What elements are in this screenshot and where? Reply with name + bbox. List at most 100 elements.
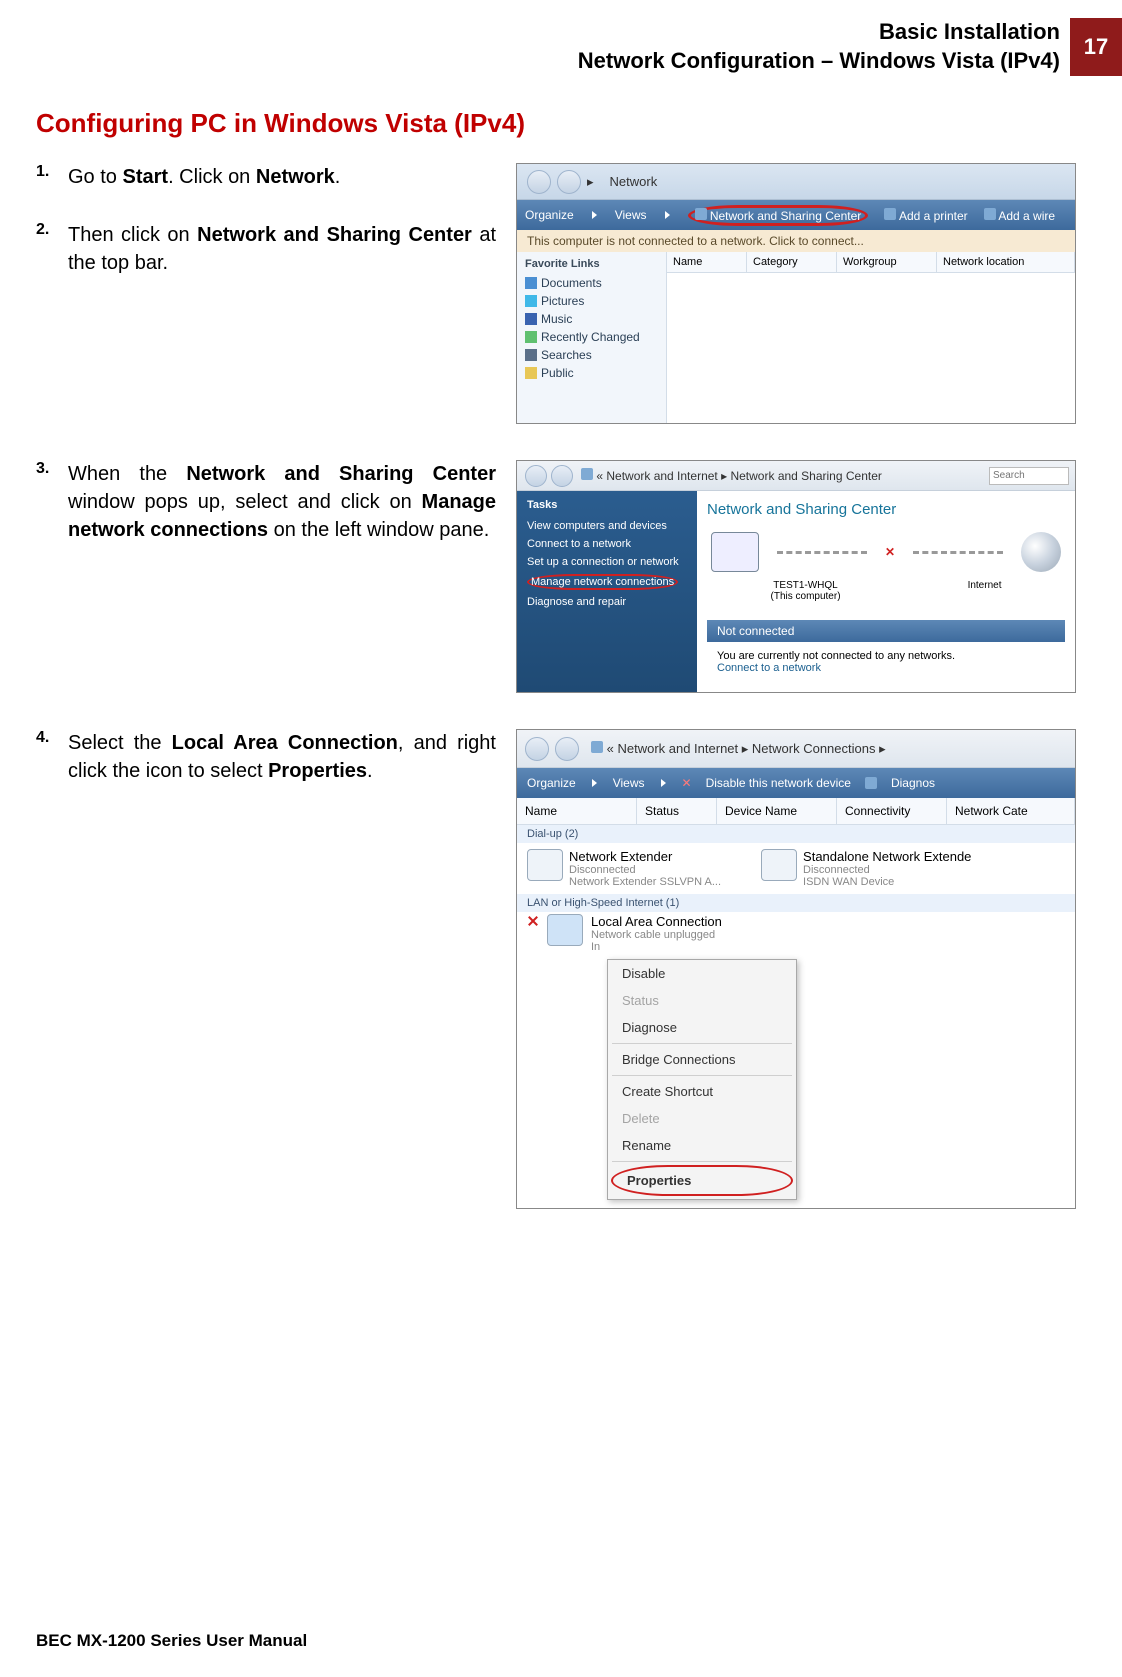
connection-icon (761, 849, 797, 881)
task-connect[interactable]: Connect to a network (527, 535, 687, 553)
titlebar: « Network and Internet ▸ Network and Sha… (517, 461, 1075, 491)
group-lan: LAN or High-Speed Internet (1) (517, 894, 1075, 912)
sidebar-item[interactable]: Pictures (525, 292, 658, 310)
bc-cur[interactable]: Network and Sharing Center (730, 469, 881, 483)
search-input[interactable] (989, 467, 1069, 485)
cp-icon (591, 741, 603, 753)
step2-text: Then click on Network and Sharing Center… (68, 221, 496, 277)
connection-icon (527, 849, 563, 881)
sidebar-item-label: Public (541, 366, 574, 380)
folder-icon (525, 367, 537, 379)
back-icon[interactable] (527, 170, 551, 194)
network-sharing-center-button[interactable]: Network and Sharing Center (710, 209, 861, 223)
menu-disable[interactable]: Disable (608, 960, 796, 987)
col-name[interactable]: Name (667, 252, 747, 272)
add-printer-button[interactable]: Add a printer (899, 209, 968, 223)
s4-b2: Properties (268, 760, 367, 782)
step1-text: Go to Start. Click on Network. (68, 163, 496, 191)
sidebar-item[interactable]: Music (525, 310, 658, 328)
conn1-name[interactable]: Network Extender (569, 849, 721, 864)
connection-line (913, 551, 1003, 554)
menu-shortcut[interactable]: Create Shortcut (608, 1078, 796, 1105)
back-icon[interactable] (525, 737, 549, 761)
menu-bridge[interactable]: Bridge Connections (608, 1046, 796, 1073)
sidebar-item[interactable]: Public (525, 364, 658, 382)
conn1-status: Disconnected (569, 864, 721, 876)
connect-link[interactable]: Connect to a network (717, 662, 1055, 674)
folder-icon (525, 295, 537, 307)
header-line2: Network Configuration – Windows Vista (I… (578, 47, 1060, 76)
col-device[interactable]: Device Name (717, 798, 837, 824)
bc-pre[interactable]: « Network and Internet (607, 741, 739, 756)
back-icon[interactable] (525, 465, 547, 487)
forward-icon[interactable] (555, 737, 579, 761)
forward-icon[interactable] (551, 465, 573, 487)
cp-icon (581, 468, 593, 480)
s1-b1: Start (122, 166, 168, 188)
titlebar: ▸ Network (517, 164, 1075, 200)
main-panel: Network and Sharing Center ✕ (697, 491, 1075, 692)
s2-pre: Then click on (68, 224, 197, 246)
forward-icon[interactable] (557, 170, 581, 194)
add-wire-button[interactable]: Add a wire (998, 209, 1055, 223)
info-bar[interactable]: This computer is not connected to a netw… (517, 230, 1075, 252)
conn2-name[interactable]: Standalone Network Extende (803, 849, 971, 864)
task-manage-connections[interactable]: Manage network connections (527, 574, 678, 590)
views-button[interactable]: Views (613, 776, 645, 790)
folder-icon (525, 349, 537, 361)
menu-diagnose[interactable]: Diagnose (608, 1014, 796, 1041)
step1-num: 1. (36, 163, 68, 191)
menu-rename[interactable]: Rename (608, 1132, 796, 1159)
s1-pre: Go to (68, 166, 122, 188)
breadcrumb[interactable]: Network (610, 174, 658, 189)
node2-label: Internet (968, 580, 1002, 602)
step4-text: Select the Local Area Connection, and ri… (68, 729, 496, 1209)
status-text: You are currently not connected to any n… (717, 650, 1055, 662)
col-connectivity[interactable]: Connectivity (837, 798, 947, 824)
toolbar: Organize Views Network and Sharing Cente… (517, 200, 1075, 230)
col-netloc[interactable]: Network location (937, 252, 1075, 272)
column-headers: Name Category Workgroup Network location (667, 252, 1075, 273)
organize-button[interactable]: Organize (525, 208, 574, 222)
bc-pre[interactable]: « Network and Internet (596, 469, 717, 483)
disable-device-button[interactable]: Disable this network device (706, 776, 851, 790)
task-setup[interactable]: Set up a connection or network (527, 553, 687, 571)
section-title: Configuring PC in Windows Vista (IPv4) (36, 108, 1122, 139)
s1-mid: . Click on (168, 166, 256, 188)
sidebar-item[interactable]: Documents (525, 274, 658, 292)
sidebar-item[interactable]: Recently Changed (525, 328, 658, 346)
col-name[interactable]: Name (517, 798, 637, 824)
panel-title: Network and Sharing Center (707, 501, 1065, 518)
sidebar-item-label: Searches (541, 348, 592, 362)
group-dialup: Dial-up (2) (517, 825, 1075, 843)
error-icon (527, 914, 539, 926)
menu-properties[interactable]: Properties (611, 1165, 793, 1196)
s4-pre: Select the (68, 732, 172, 754)
task-diagnose[interactable]: Diagnose and repair (527, 593, 687, 611)
internet-icon (1021, 532, 1061, 572)
s4-b1: Local Area Connection (172, 732, 398, 754)
lac-name[interactable]: Local Area Connection (591, 914, 722, 929)
views-button[interactable]: Views (615, 208, 647, 222)
task-view-computers[interactable]: View computers and devices (527, 517, 687, 535)
sidebar-item-label: Documents (541, 276, 602, 290)
conn1-dev: Network Extender SSLVPN A... (569, 876, 721, 888)
sidebar-item[interactable]: Searches (525, 346, 658, 364)
organize-button[interactable]: Organize (527, 776, 576, 790)
step4-num: 4. (36, 729, 68, 1209)
s1-post: . (335, 166, 341, 188)
s3-post: on the left window pane. (268, 519, 489, 541)
col-category[interactable]: Category (747, 252, 837, 272)
status-bar: Not connected (707, 620, 1065, 642)
sidebar-item-label: Recently Changed (541, 330, 640, 344)
diagnose-button[interactable]: Diagnos (891, 776, 935, 790)
col-netcate[interactable]: Network Cate (947, 798, 1075, 824)
footer: BEC MX-1200 Series User Manual (36, 1631, 307, 1651)
bc-cur[interactable]: Network Connections (752, 741, 876, 756)
screenshot-2: « Network and Internet ▸ Network and Sha… (516, 460, 1076, 693)
connection-line (777, 551, 867, 554)
col-workgroup[interactable]: Workgroup (837, 252, 937, 272)
conn2-dev: ISDN WAN Device (803, 876, 971, 888)
col-status[interactable]: Status (637, 798, 717, 824)
conn2-status: Disconnected (803, 864, 971, 876)
